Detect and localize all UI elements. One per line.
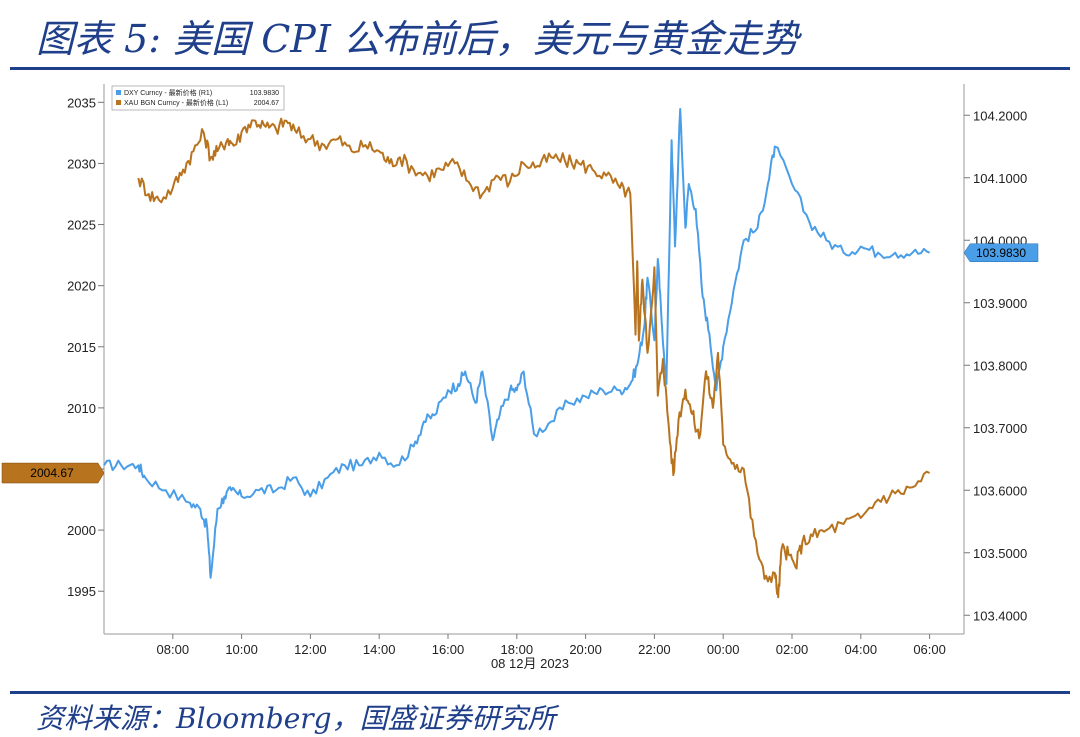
dollar-gold-chart: 203520302025202020152010200520001995 104… <box>1 84 1039 671</box>
right-tick-label: 103.6000 <box>973 483 1027 498</box>
right-tick-label: 103.9000 <box>973 296 1027 311</box>
right-tick-label: 103.4000 <box>973 608 1027 623</box>
left-tick-label: 2010 <box>67 401 96 416</box>
x-tick-label: 12:00 <box>294 642 327 657</box>
source-note: 资料来源：Bloomberg，国盛证券研究所 <box>36 702 556 735</box>
legend-swatch-dxy <box>116 90 121 95</box>
x-tick-label: 02:00 <box>776 642 809 657</box>
left-last-value: 2004.67 <box>30 466 74 480</box>
legend: DXY Curncy - 最新价格 (R1) 103.9830 XAU BGN … <box>111 85 285 111</box>
right-tick-label: 103.8000 <box>973 358 1027 373</box>
x-tick-label: 18:00 <box>501 642 534 657</box>
x-tick-label: 08:00 <box>157 642 190 657</box>
title-rule <box>10 67 1070 70</box>
x-tick-label: 06:00 <box>913 642 946 657</box>
x-tick-label: 00:00 <box>707 642 740 657</box>
x-tick-label: 14:00 <box>363 642 396 657</box>
xau-series-line <box>137 117 931 599</box>
legend-label-dxy: DXY Curncy - 最新价格 (R1) <box>124 88 212 97</box>
x-tick-label: 22:00 <box>638 642 671 657</box>
left-tick-label: 1995 <box>67 584 96 599</box>
right-tick-label: 104.1000 <box>973 171 1027 186</box>
right-tick-label: 104.2000 <box>973 108 1027 123</box>
x-tick-label: 20:00 <box>569 642 602 657</box>
dxy-series-line <box>103 108 931 579</box>
x-tick-label: 04:00 <box>845 642 878 657</box>
left-tick-label: 2000 <box>67 523 96 538</box>
source-rule <box>10 691 1070 694</box>
legend-value-xau: 2004.67 <box>254 100 279 107</box>
left-tick-label: 2025 <box>67 218 96 233</box>
plot-area <box>104 84 964 634</box>
right-tick-label: 103.7000 <box>973 421 1027 436</box>
left-last-value-tag: 2004.67 <box>1 462 105 484</box>
left-tick-label: 2015 <box>67 340 96 355</box>
right-last-value-tag: 103.9830 <box>963 243 1039 262</box>
legend-value-dxy: 103.9830 <box>250 90 279 97</box>
legend-swatch-xau <box>116 100 121 105</box>
x-date-label: 08 12月 2023 <box>491 656 569 671</box>
x-tick-label: 16:00 <box>432 642 465 657</box>
x-tick-label: 10:00 <box>225 642 258 657</box>
left-tick-label: 2020 <box>67 279 96 294</box>
figure-title: 图表 5: 美国 CPI 公布前后，美元与黄金走势 <box>36 17 799 61</box>
left-tick-label: 2035 <box>67 95 96 110</box>
left-tick-label: 2030 <box>67 156 96 171</box>
legend-label-xau: XAU BGN Curncy - 最新价格 (L1) <box>124 98 228 107</box>
right-last-value: 103.9830 <box>976 246 1026 260</box>
right-tick-label: 103.5000 <box>973 546 1027 561</box>
legend-box <box>111 85 285 111</box>
